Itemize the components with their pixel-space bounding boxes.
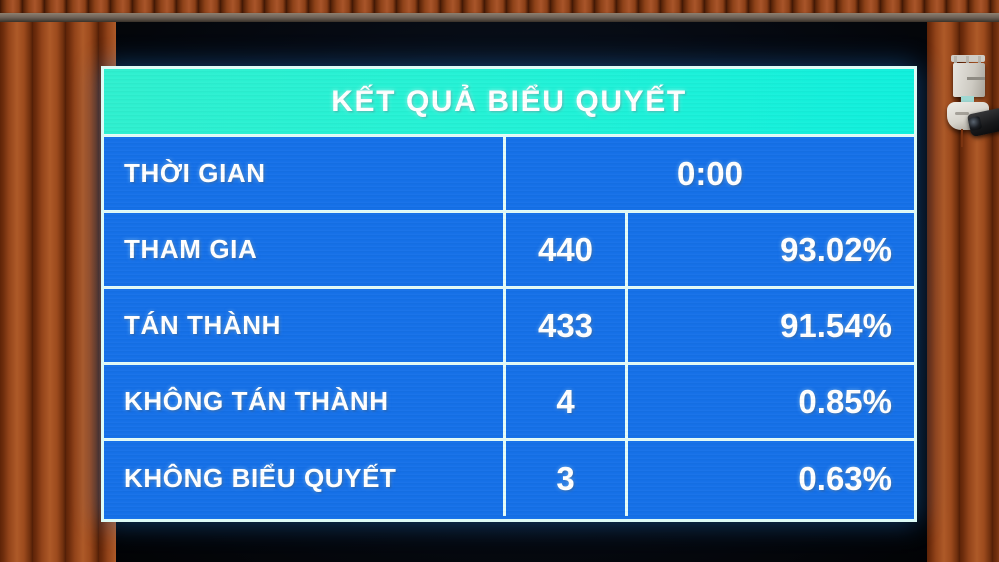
- row-percent-participated: 93.02%: [780, 230, 892, 268]
- table-row: THỜI GIAN 0:00: [104, 137, 914, 213]
- row-label-approve: TÁN THÀNH: [104, 289, 506, 362]
- camera-lens-icon: [967, 115, 983, 132]
- row-count-abstain: 3: [506, 441, 628, 516]
- row-count-approve: 433: [506, 289, 628, 362]
- board-header: KẾT QUẢ BIỂU QUYẾT: [104, 69, 914, 137]
- row-count-participated: 440: [506, 213, 628, 286]
- table-row: THAM GIA 440 93.02%: [104, 213, 914, 289]
- row-percent-abstain: 0.63%: [798, 459, 892, 497]
- row-percent-disapprove: 0.85%: [798, 382, 892, 420]
- camera-mount-box: [953, 63, 985, 97]
- camera-screw: [966, 56, 969, 68]
- camera-mount-slot: [967, 77, 985, 80]
- page-title: KẾT QUẢ BIỂU QUYẾT: [331, 84, 687, 118]
- camera-screw: [978, 56, 981, 68]
- row-count-disapprove: 4: [506, 365, 628, 438]
- row-label-participated: THAM GIA: [104, 213, 506, 286]
- row-label-disapprove: KHÔNG TÁN THÀNH: [104, 365, 506, 438]
- table-row: TÁN THÀNH 433 91.54%: [104, 289, 914, 365]
- camera-cable: [961, 129, 963, 147]
- ceiling-wood-slats: [0, 0, 999, 14]
- camera-screw: [954, 56, 957, 68]
- table-row: KHÔNG TÁN THÀNH 4 0.85%: [104, 365, 914, 441]
- row-percent-approve: 91.54%: [780, 306, 892, 344]
- voting-result-board: KẾT QUẢ BIỂU QUYẾT THỜI GIAN 0:00 THAM G…: [101, 66, 917, 522]
- row-label-time: THỜI GIAN: [104, 137, 506, 210]
- result-rows: THỜI GIAN 0:00 THAM GIA 440 93.02% TÁN T…: [104, 137, 914, 516]
- left-wood-panel: [0, 22, 116, 562]
- ceiling-trim-strip: [0, 13, 999, 23]
- camera-arm-detail: [955, 112, 969, 115]
- camera-neck: [961, 96, 974, 104]
- row-value-time: 0:00: [676, 154, 744, 192]
- table-row: KHÔNG BIỂU QUYẾT 3 0.63%: [104, 441, 914, 516]
- row-label-abstain: KHÔNG BIỂU QUYẾT: [104, 441, 506, 516]
- security-camera: [945, 55, 999, 160]
